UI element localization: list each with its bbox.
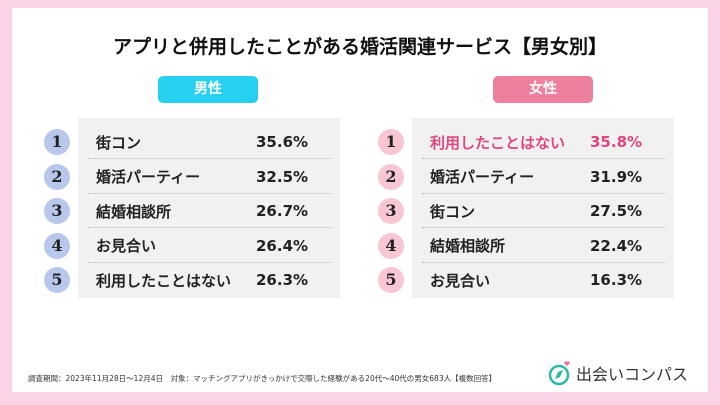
item-name: 街コン	[430, 202, 476, 221]
divider	[422, 227, 666, 228]
male-ranking-row: 利用したことはない 26.3%	[78, 263, 340, 297]
male-ranking-box	[78, 118, 340, 298]
female-rank-badge: 3	[378, 198, 404, 224]
female-ranking-box	[412, 118, 674, 298]
male-badge: 男性	[158, 76, 258, 103]
divider	[88, 158, 332, 159]
item-name: お見合い	[430, 271, 491, 290]
female-rank-badge: 1	[378, 129, 404, 155]
female-rank-badge: 4	[378, 232, 404, 259]
item-name: 街コン	[96, 133, 142, 152]
item-value: 26.4%	[256, 236, 309, 255]
divider	[88, 192, 332, 194]
item-value: 35.8%	[590, 133, 643, 151]
item-name: 結婚相談所	[96, 202, 172, 221]
item-value: 35.6%	[256, 133, 309, 151]
female-ranking-row: 結婚相談所 22.4%	[412, 229, 674, 263]
item-name: 結婚相談所	[430, 237, 506, 255]
female-rank-badge: 2	[378, 163, 404, 190]
item-value: 31.9%	[590, 167, 643, 186]
divider	[88, 227, 332, 228]
item-name: 利用したことはない	[96, 271, 232, 290]
item-value: 32.5%	[256, 167, 309, 186]
male-ranking-row: 街コン 35.6%	[78, 125, 340, 159]
item-name: お見合い	[96, 237, 157, 255]
male-ranking-row: 結婚相談所 26.7%	[78, 194, 340, 228]
item-value: 22.4%	[590, 236, 643, 255]
male-rank-badge: 4	[44, 232, 70, 259]
compass-icon	[548, 361, 570, 386]
divider	[88, 261, 332, 263]
female-ranking-row: 利用したことはない 35.8%	[412, 125, 674, 159]
divider	[422, 158, 666, 159]
female-ranking-row: 婚活パーティー 31.9%	[412, 160, 674, 194]
divider	[422, 261, 666, 263]
female-badge: 女性	[493, 76, 593, 103]
logo: 出会いコンパス	[548, 360, 688, 386]
item-value: 16.3%	[590, 271, 643, 289]
male-rank-badge: 3	[44, 198, 70, 224]
male-rank-badge: 2	[44, 163, 70, 190]
item-value: 27.5%	[590, 202, 643, 220]
logo-text: 出会いコンパス	[576, 365, 689, 384]
divider	[422, 192, 666, 194]
item-value: 26.3%	[256, 271, 309, 289]
male-ranking-row: お見合い 26.4%	[78, 229, 340, 263]
page-title: アプリと併用したことがある婚活関連サービス【男女別】	[112, 36, 607, 58]
footnote: 調査期間：2023年11月28日〜12月4日 対象：マッチングアプリがきっかけで…	[28, 374, 497, 383]
item-value: 26.7%	[256, 202, 309, 220]
male-ranking-row: 婚活パーティー 32.5%	[78, 160, 340, 194]
female-rank-badge: 5	[378, 267, 404, 293]
female-ranking-row: 街コン 27.5%	[412, 194, 674, 228]
male-rank-badge: 1	[44, 129, 70, 155]
male-rank-badge: 5	[44, 267, 70, 293]
item-name: 利用したことはない	[430, 133, 566, 152]
item-name: 婚活パーティー	[430, 168, 535, 186]
female-ranking-row: お見合い 16.3%	[412, 263, 674, 297]
item-name: 婚活パーティー	[96, 168, 201, 186]
